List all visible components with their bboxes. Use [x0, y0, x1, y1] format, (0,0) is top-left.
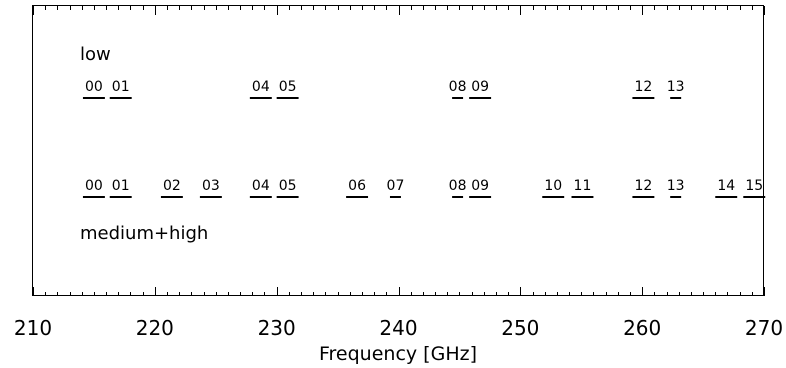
segment-label-04: 04: [252, 178, 270, 194]
x-axis-tick-labels: 210 220 230 240 250 260 270: [14, 316, 783, 340]
segment-label-01: 01: [112, 79, 130, 95]
x-tick-label: 260: [623, 316, 661, 340]
segment-label-05: 05: [279, 79, 297, 95]
segment-label-00: 00: [85, 178, 103, 194]
segment-label-01: 01: [112, 178, 130, 194]
group-low: low 00 01 04 05 08 09 12 13: [80, 44, 685, 98]
segment-label-12: 12: [634, 79, 652, 95]
segment-label-14: 14: [717, 178, 735, 194]
segment-label-08: 08: [449, 79, 467, 95]
x-tick-label: 210: [14, 316, 52, 340]
group-label-medium-high: medium+high: [80, 223, 208, 244]
segment-label-02: 02: [163, 178, 181, 194]
segment-label-13: 13: [667, 79, 685, 95]
segment-label-00: 00: [85, 79, 103, 95]
segment-label-13: 13: [667, 178, 685, 194]
x-axis-ticks: [34, 6, 765, 296]
group-medium-high: medium+high 00 01 02 03 04 05 06 07 08 09 10 11 12 13…: [80, 178, 765, 244]
segment-label-04: 04: [252, 79, 270, 95]
segment-label-12: 12: [634, 178, 652, 194]
x-tick-label: 240: [379, 316, 417, 340]
x-tick-label: 250: [501, 316, 539, 340]
x-tick-label: 230: [258, 316, 296, 340]
segment-label-11: 11: [574, 178, 592, 194]
segment-label-08: 08: [449, 178, 467, 194]
x-tick-label: 220: [136, 316, 174, 340]
plot-frame: [33, 6, 764, 296]
segment-label-06: 06: [348, 178, 366, 194]
segment-label-03: 03: [202, 178, 220, 194]
segment-label-05: 05: [279, 178, 297, 194]
x-axis-label: Frequency [GHz]: [319, 343, 477, 365]
x-tick-label: 270: [745, 316, 783, 340]
segment-label-07: 07: [387, 178, 405, 194]
segment-label-15: 15: [745, 178, 763, 194]
segment-label-09: 09: [471, 178, 489, 194]
group-label-low: low: [80, 44, 111, 65]
segment-label-10: 10: [544, 178, 562, 194]
segment-label-09: 09: [471, 79, 489, 95]
